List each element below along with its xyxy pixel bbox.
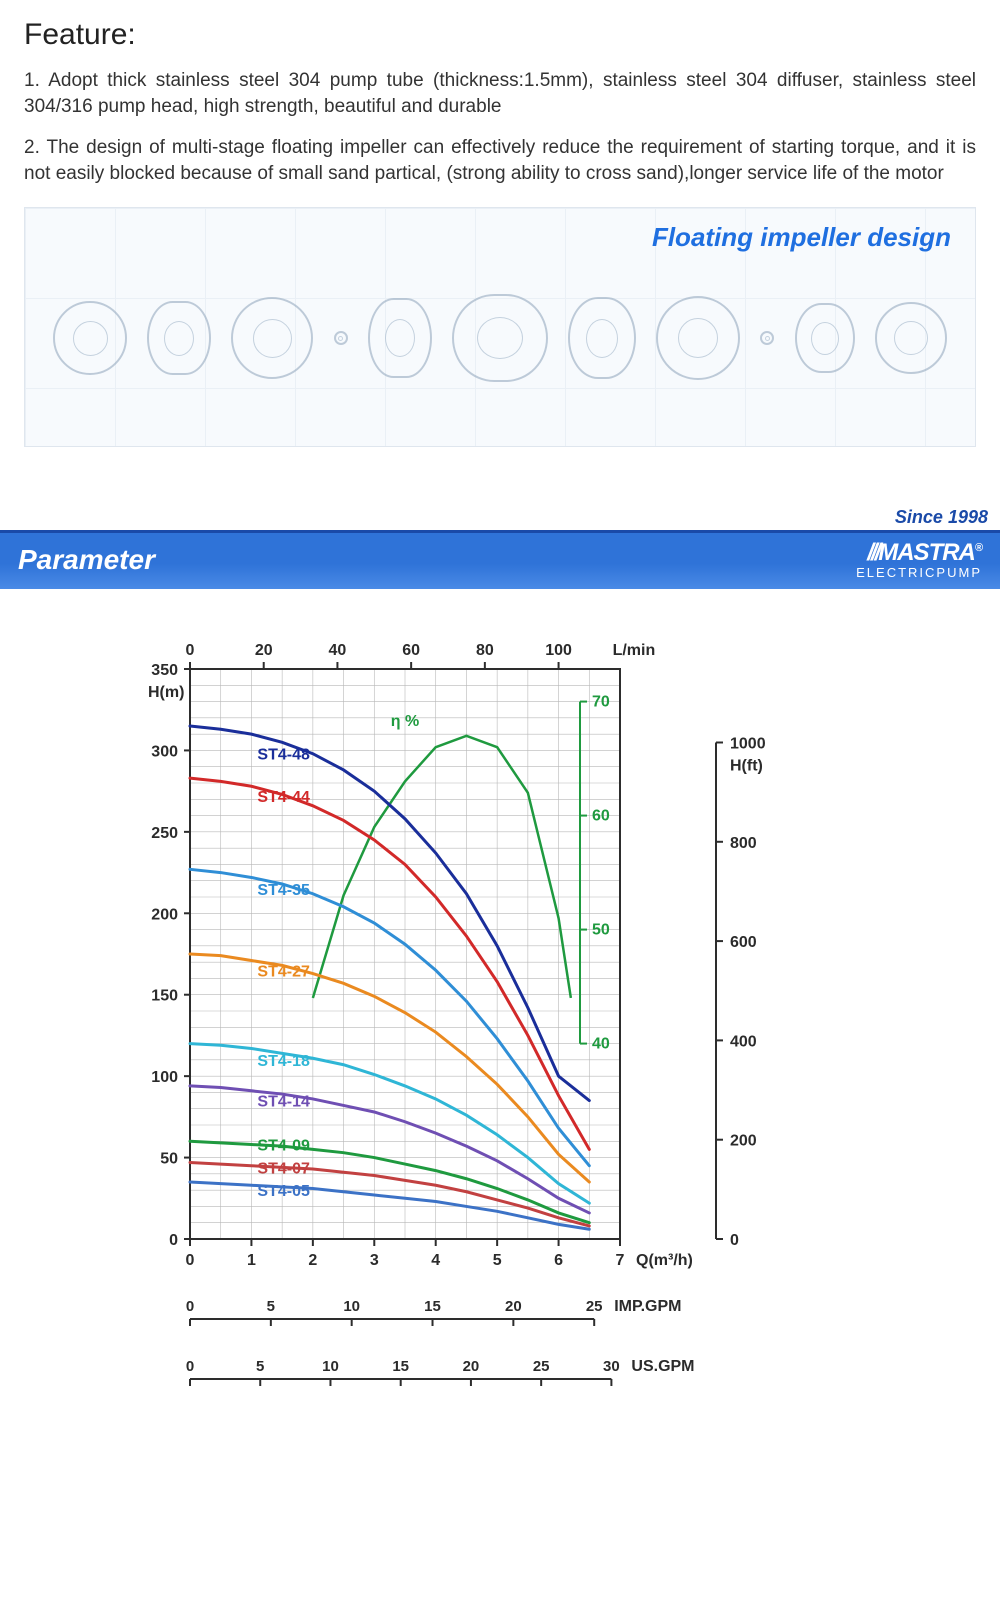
svg-text:60: 60	[592, 807, 610, 824]
svg-text:0: 0	[186, 1358, 194, 1375]
svg-text:1: 1	[247, 1252, 256, 1269]
svg-text:0: 0	[169, 1232, 178, 1249]
svg-text:250: 250	[151, 824, 178, 841]
svg-text:0: 0	[730, 1232, 739, 1249]
brand-subtitle: ELECTRICPUMP	[856, 565, 982, 580]
svg-text:5: 5	[493, 1252, 502, 1269]
since-label: Since 1998	[0, 507, 1000, 530]
svg-text:ST4-18: ST4-18	[257, 1052, 310, 1069]
svg-text:20: 20	[255, 642, 273, 659]
svg-text:4: 4	[431, 1252, 440, 1269]
svg-text:ST4-14: ST4-14	[257, 1093, 310, 1110]
svg-text:40: 40	[329, 642, 347, 659]
svg-text:ST4-09: ST4-09	[257, 1137, 310, 1154]
svg-text:400: 400	[730, 1033, 757, 1050]
svg-text:20: 20	[505, 1298, 522, 1315]
svg-text:70: 70	[592, 693, 610, 710]
svg-text:25: 25	[533, 1358, 550, 1375]
svg-text:ST4-44: ST4-44	[257, 789, 310, 806]
svg-text:5: 5	[256, 1358, 264, 1375]
svg-text:60: 60	[402, 642, 420, 659]
svg-text:10: 10	[343, 1298, 360, 1315]
svg-text:η %: η %	[391, 713, 419, 730]
svg-text:100: 100	[151, 1069, 178, 1086]
banner-title: Parameter	[18, 544, 155, 576]
svg-text:50: 50	[592, 921, 610, 938]
svg-text:200: 200	[730, 1132, 757, 1149]
feature-paragraph-1: 1. Adopt thick stainless steel 304 pump …	[24, 68, 976, 119]
svg-text:25: 25	[586, 1298, 603, 1315]
svg-text:80: 80	[476, 642, 494, 659]
svg-text:ST4-27: ST4-27	[257, 963, 310, 980]
svg-text:L/min: L/min	[613, 642, 656, 659]
parameter-banner: Since 1998 Parameter ///MASTRA® ELECTRIC…	[0, 507, 1000, 589]
svg-text:0: 0	[186, 1252, 195, 1269]
svg-text:15: 15	[392, 1358, 409, 1375]
svg-text:0: 0	[186, 642, 195, 659]
svg-text:6: 6	[554, 1252, 563, 1269]
svg-text:1000: 1000	[730, 735, 766, 752]
svg-text:7: 7	[616, 1252, 625, 1269]
svg-text:US.GPM: US.GPM	[631, 1358, 694, 1375]
feature-heading: Feature:	[24, 18, 976, 52]
svg-text:15: 15	[424, 1298, 441, 1315]
svg-text:30: 30	[603, 1358, 620, 1375]
svg-text:200: 200	[151, 906, 178, 923]
svg-text:20: 20	[463, 1358, 480, 1375]
svg-text:350: 350	[151, 662, 178, 679]
svg-text:IMP.GPM: IMP.GPM	[614, 1298, 681, 1315]
svg-text:600: 600	[730, 934, 757, 951]
svg-text:300: 300	[151, 743, 178, 760]
svg-text:ST4-48: ST4-48	[257, 746, 310, 763]
svg-text:H(ft): H(ft)	[730, 757, 763, 774]
svg-text:100: 100	[545, 642, 572, 659]
performance-chart: 050100150200250300350H(m)020406080100L/m…	[0, 589, 1000, 1469]
svg-text:2: 2	[308, 1252, 317, 1269]
svg-text:10: 10	[322, 1358, 339, 1375]
svg-text:H(m): H(m)	[148, 684, 184, 701]
svg-text:ST4-05: ST4-05	[257, 1183, 310, 1200]
feature-paragraph-2: 2. The design of multi-stage floating im…	[24, 135, 976, 186]
svg-text:800: 800	[730, 834, 757, 851]
svg-text:150: 150	[151, 987, 178, 1004]
svg-text:40: 40	[592, 1035, 610, 1052]
svg-text:3: 3	[370, 1252, 379, 1269]
impeller-parts	[25, 294, 975, 382]
drawing-title: Floating impeller design	[652, 222, 951, 253]
drawing-panel: Floating impeller design	[24, 207, 976, 447]
brand-logo: ///MASTRA®	[856, 539, 982, 567]
svg-text:Q(m³/h): Q(m³/h)	[636, 1252, 693, 1269]
svg-text:0: 0	[186, 1298, 194, 1315]
svg-text:5: 5	[267, 1298, 275, 1315]
svg-text:50: 50	[160, 1150, 178, 1167]
svg-text:ST4-35: ST4-35	[257, 881, 310, 898]
svg-text:ST4-07: ST4-07	[257, 1160, 310, 1177]
